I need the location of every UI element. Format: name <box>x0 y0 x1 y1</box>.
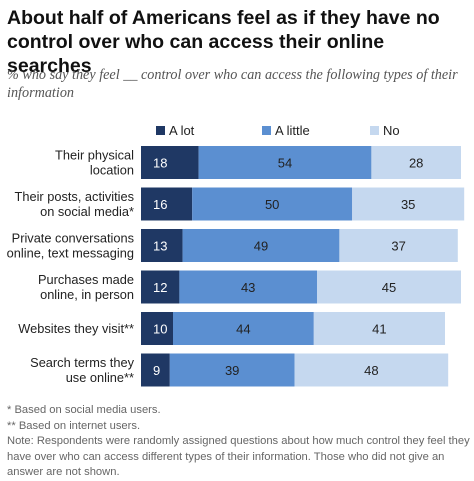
chart-subtitle: % who say they feel __ control over who … <box>7 67 458 101</box>
footnote-note: Note: Respondents were randomly assigned… <box>7 435 470 478</box>
bar-segment <box>371 146 461 179</box>
data-label: 35 <box>401 197 415 212</box>
data-label: 54 <box>278 155 292 170</box>
data-label: 37 <box>391 238 405 253</box>
data-label: 10 <box>153 321 167 336</box>
bar-segment <box>192 187 353 221</box>
legend-label: A lot <box>169 123 195 138</box>
legend-swatch-3 <box>370 126 379 135</box>
data-label: 39 <box>225 363 239 378</box>
footnotes: * Based on social media users. ** Based … <box>7 403 471 481</box>
chart-title: About half of Americans feel as if they … <box>7 7 440 77</box>
data-label: 48 <box>364 363 378 378</box>
bar-segment <box>141 146 199 179</box>
category-label: Purchases made online, in person <box>38 272 134 302</box>
bar-segment <box>141 187 193 221</box>
category-label: Private conversations online, text messag… <box>7 231 134 261</box>
data-label: 16 <box>153 197 167 212</box>
legend-label: No <box>383 123 400 138</box>
legend-swatch-1 <box>156 126 165 135</box>
bar-segment <box>169 353 295 387</box>
bar-segment <box>339 229 458 262</box>
data-label: 45 <box>382 280 396 295</box>
footnote-social-media: * Based on social media users. <box>7 404 161 416</box>
data-label: 13 <box>153 238 167 253</box>
data-label: 41 <box>372 321 386 336</box>
bar-segment <box>313 312 445 345</box>
bar-segment <box>294 353 449 387</box>
bar-segment <box>141 229 183 262</box>
bar-segment <box>173 312 314 345</box>
category-label: Websites they visit** <box>18 321 134 336</box>
data-label: 44 <box>236 321 250 336</box>
bar-segment <box>182 229 340 262</box>
bar-segment <box>317 270 461 304</box>
data-label: 9 <box>153 363 160 378</box>
data-label: 18 <box>153 155 167 170</box>
category-label: Their posts, activities on social media* <box>15 189 134 219</box>
category-label: Their physical location <box>55 148 134 178</box>
data-label: 50 <box>265 197 279 212</box>
bar-segment <box>141 353 170 387</box>
bar-segment <box>179 270 317 304</box>
data-label: 43 <box>241 280 255 295</box>
bar-segment <box>198 146 372 179</box>
footnote-internet: ** Based on internet users. <box>7 419 141 432</box>
data-label: 28 <box>409 155 423 170</box>
legend-label: A little <box>275 123 310 138</box>
stacked-bar-chart: A lot A little No Their physical location 18 5… <box>7 123 465 387</box>
bar-segment <box>352 187 465 221</box>
category-label: Search terms they use online** <box>30 355 134 385</box>
data-label: 49 <box>254 238 268 253</box>
bar-segment <box>141 270 180 304</box>
legend-swatch-2 <box>262 126 271 135</box>
bar-segment <box>141 312 173 345</box>
data-label: 12 <box>153 280 167 295</box>
